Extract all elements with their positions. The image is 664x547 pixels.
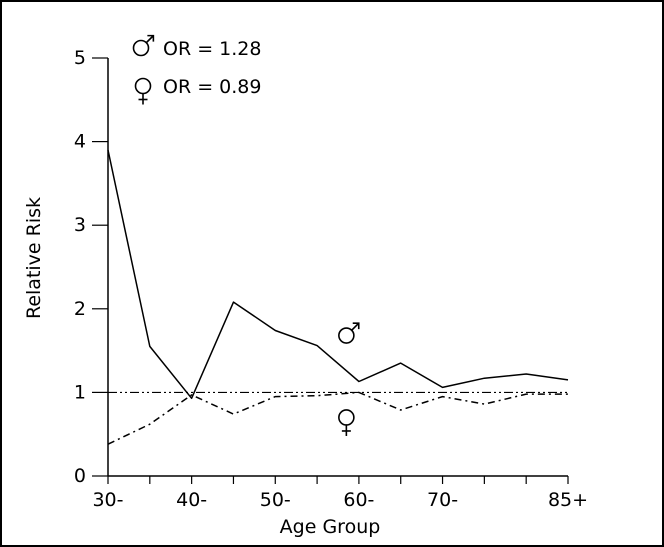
female-symbol-circle [338,409,355,426]
annotation-male [338,322,360,344]
male-symbol-shaft [145,35,154,44]
male-symbol-arrow [352,322,360,330]
y-axis-label: Relative Risk [23,197,45,319]
x-axis-label: Age Group [280,516,381,538]
legend: OR = 1.28 OR = 0.89 [132,34,261,105]
y-tick-label: 5 [74,47,86,69]
annotation-female [338,409,355,436]
x-tick-label: 50- [260,489,291,511]
y-tick-label: 2 [74,298,86,320]
female-symbol-circle [134,77,152,95]
male-symbol-circle [132,39,150,57]
y-tick-label: 0 [74,465,86,487]
y-tick-label: 3 [74,214,86,236]
x-tick-label: 60- [343,489,374,511]
y-tick-label: 4 [74,131,86,153]
series-line-female [107,391,568,445]
x-tick-label: 40- [176,489,207,511]
series-line-male [107,149,569,400]
axes: 30- 40- 50- 60- 70- 85+ 0 1 2 3 4 5 [74,47,588,511]
legend-text: OR = 1.28 [163,38,261,60]
legend-item-female: OR = 0.89 [134,76,261,105]
legend-item-male: OR = 1.28 [132,34,261,60]
male-symbol-circle [338,327,355,344]
annotations [338,322,360,436]
male-symbol-arrow [147,34,155,42]
x-tick-label: 85+ [548,489,588,511]
x-tick-label: 70- [427,489,458,511]
male-symbol-shaft [351,322,360,331]
y-tick-label: 1 [74,381,86,403]
legend-text: OR = 0.89 [163,76,261,98]
plot-area [107,149,569,445]
x-tick-label: 30- [92,489,123,511]
